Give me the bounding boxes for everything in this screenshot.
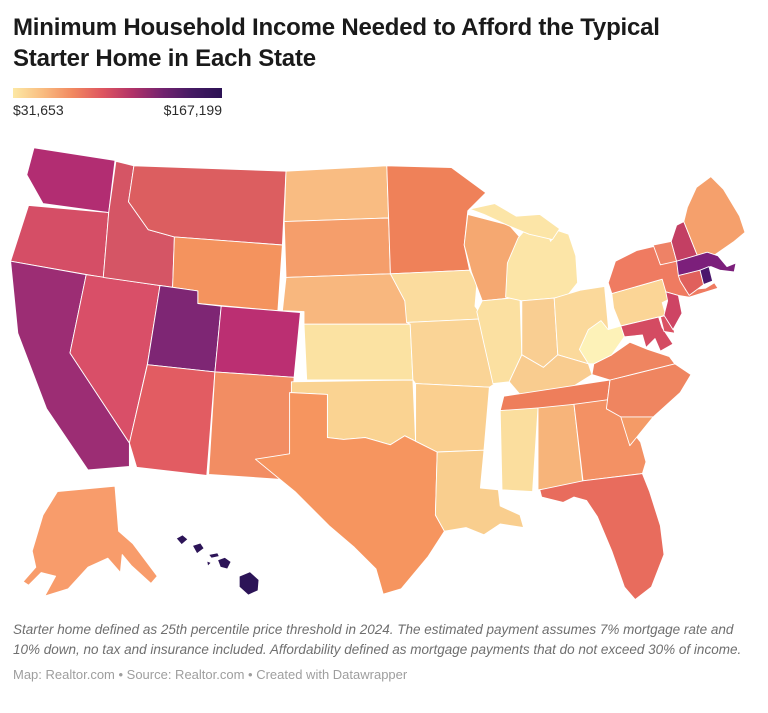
state-VA[interactable]	[591, 342, 676, 381]
legend-min-label: $31,653	[13, 102, 64, 119]
state-NC[interactable]	[605, 363, 692, 418]
state-RI[interactable]	[699, 266, 714, 286]
state-HI-oahu[interactable]	[191, 542, 205, 555]
attribution[interactable]: Map: Realtor.com • Source: Realtor.com •…	[13, 666, 408, 682]
state-HI-kauai[interactable]	[175, 534, 189, 546]
page-title: Minimum Household Income Needed to Affor…	[13, 14, 660, 73]
state-KS[interactable]	[303, 324, 414, 381]
state-HI-molokai[interactable]	[208, 552, 220, 560]
state-CO[interactable]	[214, 306, 301, 379]
state-WA[interactable]	[26, 147, 116, 214]
state-AZ[interactable]	[128, 364, 216, 477]
state-HI-lanai[interactable]	[206, 560, 212, 568]
state-LA[interactable]	[434, 450, 525, 536]
color-legend: $31,653 $167,199	[13, 88, 755, 118]
legend-max-label: $167,199	[163, 102, 222, 119]
chart-footnote: Starter home defined as 25th percentile …	[13, 622, 742, 657]
state-IL[interactable]	[476, 297, 523, 385]
state-AR[interactable]	[415, 383, 490, 453]
state-AK[interactable]	[22, 486, 158, 597]
state-MD[interactable]	[620, 316, 674, 353]
state-FL[interactable]	[539, 473, 665, 601]
us-choropleth-map	[0, 126, 768, 618]
state-NE[interactable]	[281, 273, 411, 326]
state-NJ[interactable]	[663, 291, 683, 331]
state-ND[interactable]	[283, 165, 390, 223]
legend-gradient-bar	[13, 88, 222, 99]
state-NY[interactable]	[607, 243, 719, 299]
state-SD[interactable]	[283, 217, 391, 279]
state-CT[interactable]	[677, 270, 705, 297]
state-MS[interactable]	[499, 407, 539, 493]
state-WV[interactable]	[578, 320, 625, 365]
state-HI-big-island[interactable]	[238, 571, 260, 596]
state-MI-upper[interactable]	[469, 203, 561, 241]
state-HI-maui[interactable]	[217, 557, 232, 570]
state-ME[interactable]	[683, 176, 746, 259]
state-IN[interactable]	[521, 298, 559, 369]
